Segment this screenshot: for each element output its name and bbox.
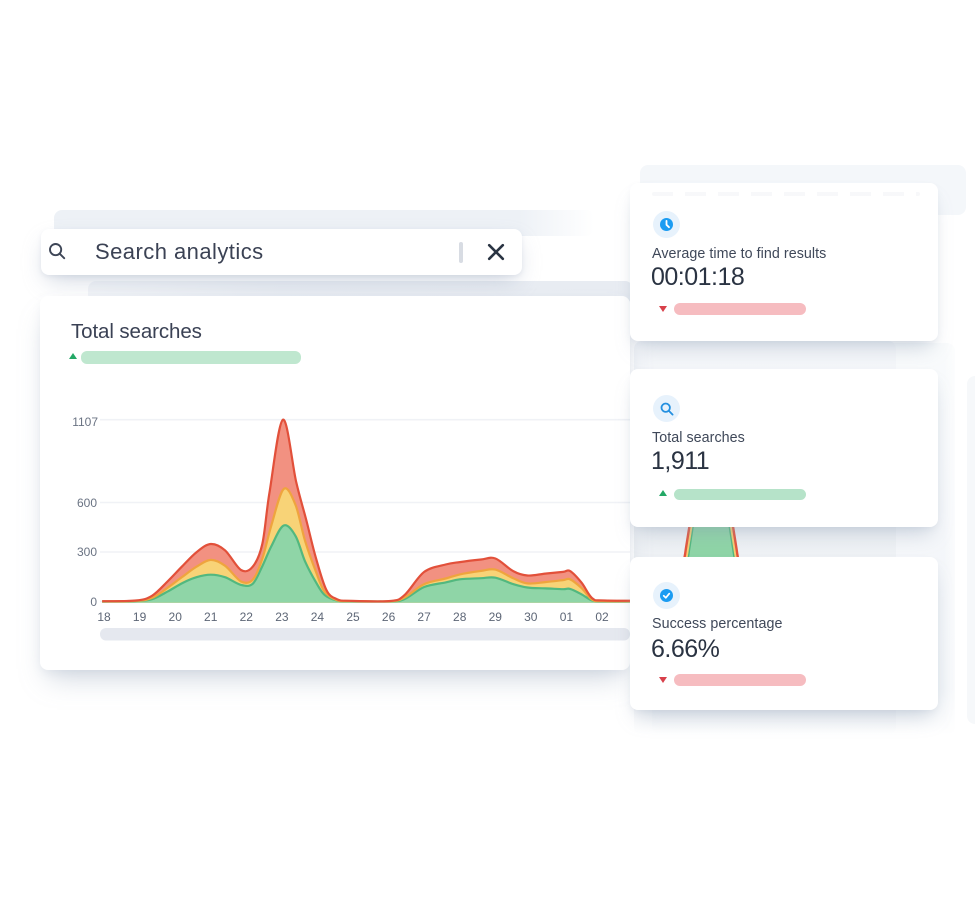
- svg-text:20: 20: [169, 610, 183, 624]
- svg-text:26: 26: [382, 610, 396, 624]
- svg-text:27: 27: [417, 610, 431, 624]
- svg-text:28: 28: [453, 610, 467, 624]
- svg-text:300: 300: [77, 545, 97, 559]
- svg-text:30: 30: [524, 610, 538, 624]
- svg-text:21: 21: [204, 610, 218, 624]
- svg-text:1107: 1107: [72, 415, 98, 429]
- svg-text:18: 18: [97, 610, 111, 624]
- svg-text:22: 22: [240, 610, 254, 624]
- svg-text:0: 0: [90, 595, 97, 609]
- svg-text:19: 19: [133, 610, 147, 624]
- svg-text:02: 02: [595, 610, 609, 624]
- svg-text:25: 25: [346, 610, 360, 624]
- svg-text:01: 01: [560, 610, 574, 624]
- svg-text:600: 600: [77, 496, 97, 510]
- svg-text:24: 24: [311, 610, 325, 624]
- svg-text:29: 29: [489, 610, 503, 624]
- svg-text:23: 23: [275, 610, 289, 624]
